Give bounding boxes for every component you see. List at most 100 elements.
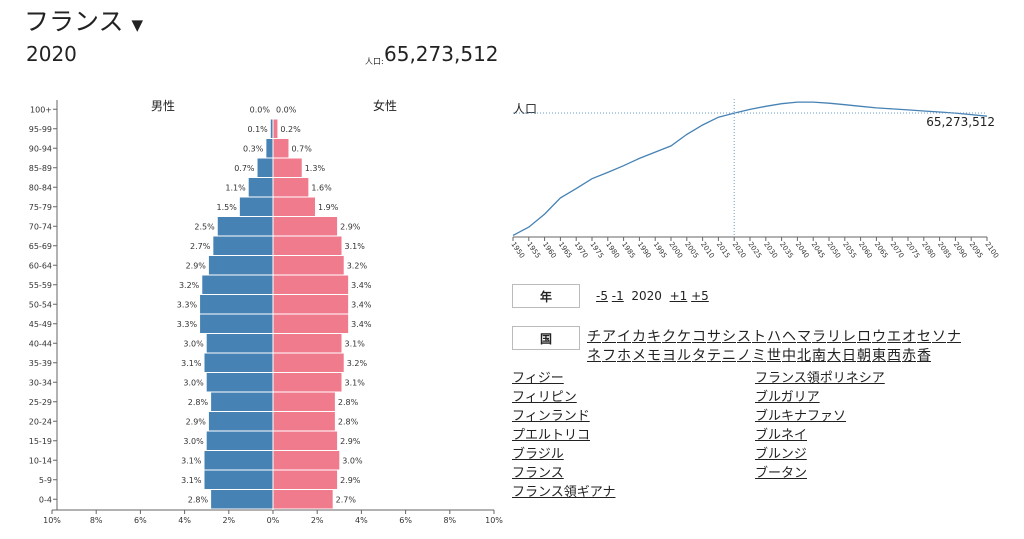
- kana-index-link[interactable]: 朝: [857, 348, 871, 364]
- kana-index-link[interactable]: ラ: [812, 329, 826, 345]
- kana-index-link[interactable]: ヘ: [782, 329, 796, 345]
- kana-index-link[interactable]: ケ: [677, 329, 691, 345]
- country-link[interactable]: フランス: [512, 466, 564, 481]
- year-plus5-link[interactable]: +5: [691, 289, 709, 303]
- country-link[interactable]: ブータン: [755, 466, 808, 481]
- x-tick-label: 2%: [222, 516, 235, 525]
- kana-index-link[interactable]: ト: [752, 329, 766, 345]
- country-button[interactable]: 国: [512, 326, 580, 350]
- female-value-label: 0.2%: [280, 125, 301, 134]
- x-tick-label: 0%: [267, 516, 280, 525]
- x-tick-label: 6%: [134, 516, 147, 525]
- x-tick-label: 2020: [731, 241, 748, 260]
- kana-index-link[interactable]: エ: [887, 329, 901, 345]
- female-value-label: 3.2%: [347, 261, 368, 270]
- male-bar: [202, 275, 273, 294]
- year-button[interactable]: 年: [512, 284, 580, 308]
- male-value-label: 0.0%: [250, 105, 271, 114]
- country-link[interactable]: プエルトリコ: [512, 428, 591, 443]
- kana-index-link[interactable]: シ: [722, 329, 736, 345]
- kana-index-link[interactable]: カ: [632, 329, 646, 345]
- kana-index-link[interactable]: 大: [827, 348, 841, 364]
- kana-index-link[interactable]: レ: [842, 329, 856, 345]
- kana-index-link[interactable]: 南: [812, 348, 826, 364]
- year-plus1-link[interactable]: +1: [669, 289, 688, 303]
- kana-index-row-1: チアイカキクケコサシストハヘマラリレロウエオセソナ: [587, 326, 962, 346]
- kana-index-link[interactable]: リ: [827, 329, 841, 345]
- kana-index-row-2: ネフホメモヨルタテニノミ世中北南大日朝東西赤香: [587, 345, 932, 365]
- country-link[interactable]: フランス領ギアナ: [512, 485, 616, 500]
- x-tick-label: 1950: [509, 241, 526, 260]
- kana-index-link[interactable]: テ: [707, 348, 721, 364]
- kana-index-link[interactable]: 香: [917, 348, 931, 364]
- age-tick-label: 55-59: [29, 281, 52, 290]
- x-tick-label: 2040: [794, 241, 811, 260]
- country-link[interactable]: ブラジル: [512, 447, 564, 462]
- kana-index-link[interactable]: ネ: [587, 348, 601, 364]
- kana-index-link[interactable]: モ: [647, 348, 661, 364]
- country-link[interactable]: ブルガリア: [755, 390, 820, 405]
- kana-index-link[interactable]: キ: [647, 329, 661, 345]
- kana-index-link[interactable]: ソ: [932, 329, 946, 345]
- male-value-label: 0.1%: [247, 125, 268, 134]
- female-bar: [273, 256, 344, 275]
- age-tick-label: 0-4: [39, 495, 52, 504]
- kana-index-link[interactable]: サ: [707, 329, 721, 345]
- female-value-label: 2.7%: [336, 495, 357, 504]
- x-tick-label: 1970: [573, 241, 590, 260]
- kana-index-link[interactable]: ヨ: [662, 348, 676, 364]
- kana-index-link[interactable]: 北: [797, 348, 811, 364]
- kana-index-link[interactable]: ホ: [617, 348, 631, 364]
- country-link[interactable]: フィジー: [512, 371, 564, 386]
- kana-index-link[interactable]: メ: [632, 348, 646, 364]
- kana-index-link[interactable]: コ: [692, 329, 706, 345]
- country-link[interactable]: ブルキナファソ: [755, 409, 847, 424]
- kana-index-link[interactable]: 東: [872, 348, 886, 364]
- kana-index-link[interactable]: 世: [767, 348, 781, 364]
- country-link[interactable]: フランス領ポリネシア: [755, 371, 885, 386]
- kana-index-link[interactable]: オ: [902, 329, 916, 345]
- kana-index-link[interactable]: ミ: [752, 348, 766, 364]
- kana-index-link[interactable]: 日: [842, 348, 856, 364]
- female-bar: [273, 451, 340, 470]
- female-bar: [273, 314, 349, 333]
- kana-index-link[interactable]: 赤: [902, 348, 916, 364]
- country-list-col2: フランス領ポリネシア ブルガリアブルキナファソ ブルネイブルンジブータン: [755, 369, 885, 483]
- x-tick-label: 2055: [841, 241, 858, 260]
- country-selector[interactable]: フランス ▼: [24, 2, 143, 38]
- kana-index-link[interactable]: ス: [737, 329, 751, 345]
- kana-index-link[interactable]: ハ: [767, 329, 781, 345]
- country-link[interactable]: ブルネイ: [755, 428, 808, 443]
- male-bar: [208, 412, 273, 431]
- male-header: 男性: [151, 99, 175, 113]
- kana-index-link[interactable]: ロ: [857, 329, 871, 345]
- x-tick-label: 8%: [443, 516, 456, 525]
- kana-index-link[interactable]: マ: [797, 329, 811, 345]
- kana-index-link[interactable]: タ: [692, 348, 706, 364]
- kana-index-link[interactable]: ル: [677, 348, 691, 364]
- x-tick-label: 1990: [636, 241, 653, 260]
- male-value-label: 3.2%: [179, 281, 200, 290]
- kana-index-link[interactable]: チ: [587, 329, 601, 345]
- country-link[interactable]: フィンランド: [512, 409, 590, 424]
- year-minus1-link[interactable]: -1: [611, 289, 624, 303]
- kana-index-link[interactable]: 中: [782, 348, 796, 364]
- kana-index-link[interactable]: ア: [602, 329, 616, 345]
- x-tick-label: 8%: [90, 516, 103, 525]
- kana-index-link[interactable]: 西: [887, 348, 901, 364]
- kana-index-link[interactable]: フ: [602, 348, 616, 364]
- kana-index-link[interactable]: ニ: [722, 348, 736, 364]
- kana-index-link[interactable]: ク: [662, 329, 676, 345]
- population-series-line: [512, 101, 988, 236]
- x-tick-label: 4%: [355, 516, 368, 525]
- kana-index-link[interactable]: セ: [917, 329, 931, 345]
- kana-index-link[interactable]: ナ: [947, 329, 961, 345]
- line-chart-ylabel: 人口: [513, 102, 537, 116]
- kana-index-link[interactable]: ウ: [872, 329, 886, 345]
- x-tick-label: 1965: [557, 241, 574, 260]
- kana-index-link[interactable]: イ: [617, 329, 631, 345]
- kana-index-link[interactable]: ノ: [737, 348, 751, 364]
- year-minus5-link[interactable]: -5: [596, 289, 608, 303]
- country-link[interactable]: ブルンジ: [755, 447, 807, 462]
- country-link[interactable]: フィリピン: [512, 390, 577, 405]
